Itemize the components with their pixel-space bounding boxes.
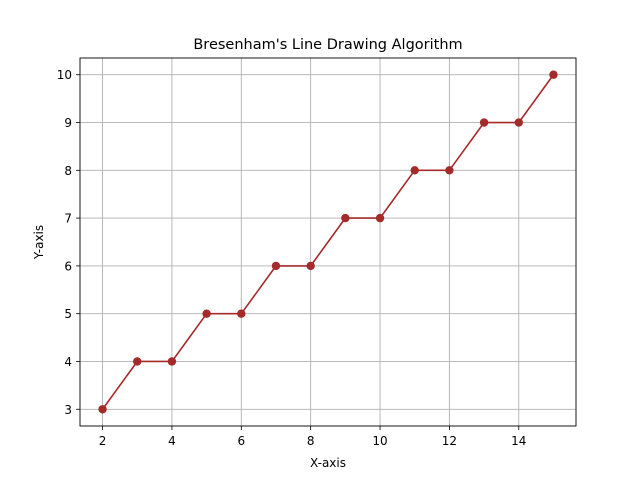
series-line — [101, 74, 555, 410]
data-point — [514, 118, 523, 127]
data-point — [410, 166, 419, 175]
data-point — [479, 118, 489, 127]
chart-title: Bresenham's Line Drawing Algorithm — [193, 37, 462, 53]
x-tick-label: 2 — [99, 434, 107, 448]
data-point — [167, 357, 177, 366]
y-axis-label: Y-axis — [32, 225, 46, 260]
y-tick-label: 10 — [57, 68, 72, 82]
ticks: 2 4 6 8 10 12 14 3 4 5 6 7 8 9 10 — [57, 68, 527, 448]
y-tick-label: 5 — [64, 307, 72, 321]
y-tick-label: 6 — [64, 259, 72, 273]
x-tick-label: 12 — [442, 434, 457, 448]
x-tick-label: 4 — [168, 434, 176, 448]
data-point — [375, 213, 385, 223]
y-tick-label: 9 — [64, 116, 72, 130]
x-tick-label: 8 — [307, 434, 315, 448]
axes-frame — [79, 57, 577, 427]
data-point — [133, 357, 142, 366]
y-tick-label: 8 — [64, 164, 72, 178]
y-tick-label: 4 — [64, 355, 72, 369]
data-point — [445, 166, 454, 175]
data-point — [237, 309, 246, 318]
data-point — [98, 405, 107, 414]
data-point — [306, 261, 315, 271]
y-tick-label: 3 — [64, 403, 72, 417]
data-point — [271, 261, 281, 271]
data-point — [202, 309, 211, 318]
y-tick-label: 7 — [64, 212, 72, 226]
x-tick-label: 10 — [372, 434, 387, 448]
x-tick-label: 6 — [237, 434, 245, 448]
x-axis-label: X-axis — [310, 456, 346, 470]
series-layer — [98, 70, 558, 414]
data-point — [341, 213, 350, 223]
data-point — [549, 70, 558, 79]
x-tick-label: 14 — [511, 434, 526, 448]
